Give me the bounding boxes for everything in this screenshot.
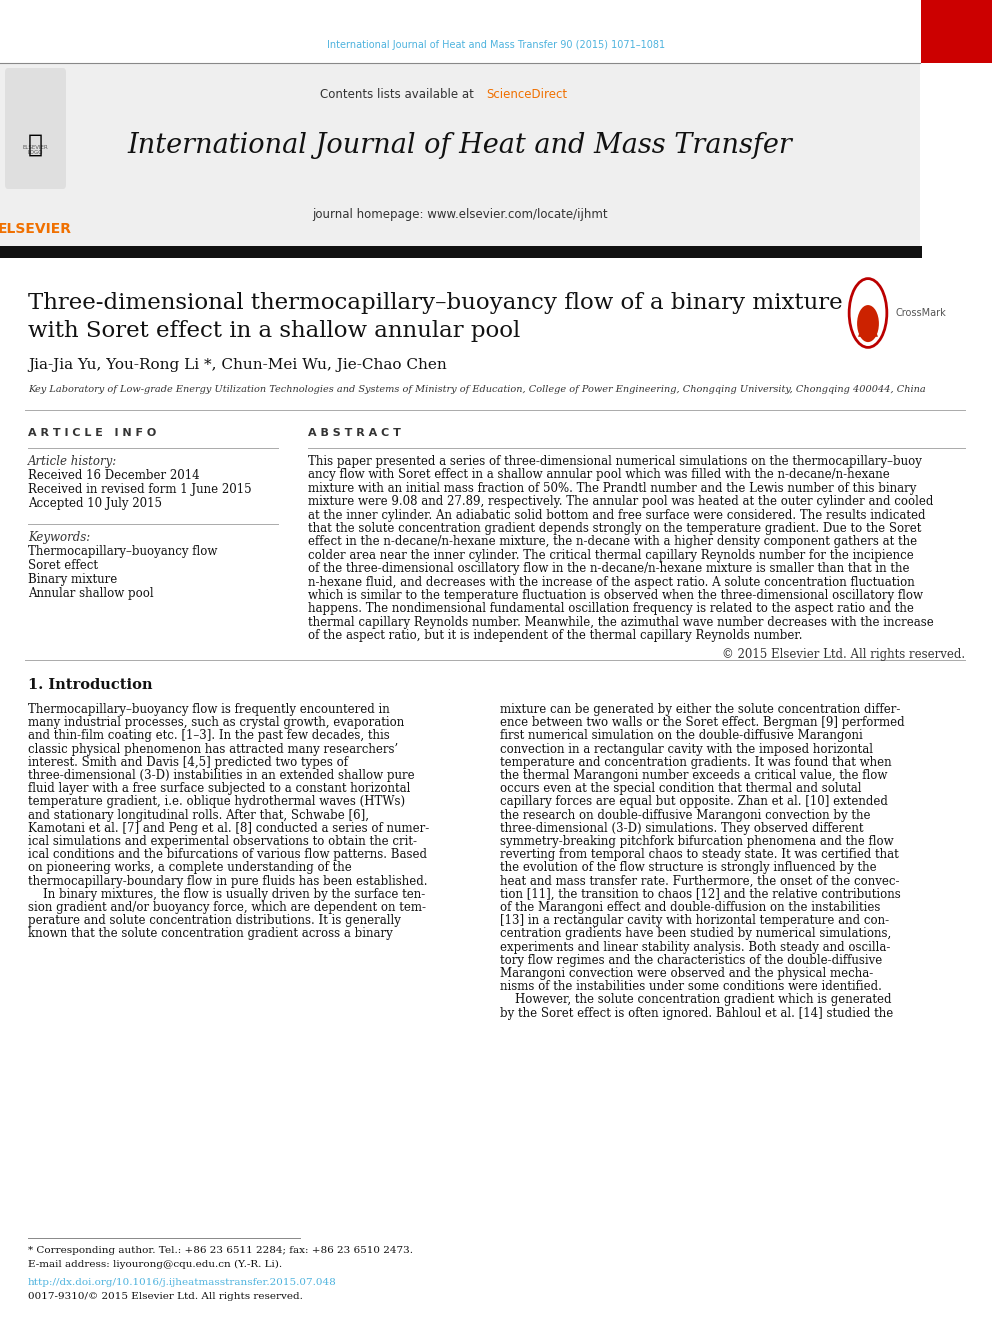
Text: mixture with an initial mass fraction of 50%. The Prandtl number and the Lewis n: mixture with an initial mass fraction of… [308,482,917,495]
Text: ical simulations and experimental observations to obtain the crit-: ical simulations and experimental observ… [28,835,417,848]
Text: interest. Smith and Davis [4,5] predicted two types of: interest. Smith and Davis [4,5] predicte… [28,755,348,769]
Text: mixture were 9.08 and 27.89, respectively. The annular pool was heated at the ou: mixture were 9.08 and 27.89, respectivel… [308,495,933,508]
Text: journal homepage: www.elsevier.com/locate/ijhmt: journal homepage: www.elsevier.com/locat… [312,208,608,221]
Text: symmetry-breaking pitchfork bifurcation phenomena and the flow: symmetry-breaking pitchfork bifurcation … [500,835,894,848]
Text: http://dx.doi.org/10.1016/j.ijheatmasstransfer.2015.07.048: http://dx.doi.org/10.1016/j.ijheatmasstr… [28,1278,336,1287]
Text: by the Soret effect is often ignored. Bahloul et al. [14] studied the: by the Soret effect is often ignored. Ba… [500,1007,893,1020]
Text: temperature gradient, i.e. oblique hydrothermal waves (HTWs): temperature gradient, i.e. oblique hydro… [28,795,405,808]
Text: HEAT and MASS
TRANSFER: HEAT and MASS TRANSFER [929,110,984,120]
Text: International Journal of Heat and Mass Transfer: International Journal of Heat and Mass T… [128,132,793,159]
Text: ancy flow with Soret effect in a shallow annular pool which was filled with the : ancy flow with Soret effect in a shallow… [308,468,890,482]
Text: many industrial processes, such as crystal growth, evaporation: many industrial processes, such as cryst… [28,716,405,729]
Text: 🌿: 🌿 [28,134,43,157]
Bar [0,246,922,258]
Ellipse shape [857,306,879,343]
Text: ELSEVIER
LOGO: ELSEVIER LOGO [22,144,48,155]
Text: known that the solute concentration gradient across a binary: known that the solute concentration grad… [28,927,393,941]
Text: mixture can be generated by either the solute concentration differ-: mixture can be generated by either the s… [500,703,901,716]
Text: convection in a rectangular cavity with the imposed horizontal: convection in a rectangular cavity with … [500,742,873,755]
Text: experiments and linear stability analysis. Both steady and oscilla-: experiments and linear stability analysi… [500,941,891,954]
Text: at the inner cylinder. An adiabatic solid bottom and free surface were considere: at the inner cylinder. An adiabatic soli… [308,508,926,521]
Text: This paper presented a series of three-dimensional numerical simulations on the : This paper presented a series of three-d… [308,455,922,468]
Text: Accepted 10 July 2015: Accepted 10 July 2015 [28,497,162,509]
Text: International Journal
HEAT: International Journal HEAT [930,75,981,86]
Text: Thermocapillary–buoyancy flow is frequently encountered in: Thermocapillary–buoyancy flow is frequen… [28,703,390,716]
Text: 0017-9310/© 2015 Elsevier Ltd. All rights reserved.: 0017-9310/© 2015 Elsevier Ltd. All right… [28,1293,303,1301]
Text: colder area near the inner cylinder. The critical thermal capillary Reynolds num: colder area near the inner cylinder. The… [308,549,914,562]
Text: Binary mixture: Binary mixture [28,573,117,586]
Text: ence between two walls or the Soret effect. Bergman [9] performed: ence between two walls or the Soret effe… [500,716,905,729]
Text: Received 16 December 2014: Received 16 December 2014 [28,468,199,482]
Bar [921,0,992,64]
Text: Article history:: Article history: [28,455,117,468]
Text: Received in revised form 1 June 2015: Received in revised form 1 June 2015 [28,483,252,496]
Text: classic physical phenomenon has attracted many researchers’: classic physical phenomenon has attracte… [28,742,398,755]
Text: Marangoni convection were observed and the physical mecha-: Marangoni convection were observed and t… [500,967,873,980]
Text: A B S T R A C T: A B S T R A C T [308,429,401,438]
Text: reverting from temporal chaos to steady state. It was certified that: reverting from temporal chaos to steady … [500,848,899,861]
Text: Annular shallow pool: Annular shallow pool [28,587,154,601]
Text: ical conditions and the bifurcations of various flow patterns. Based: ical conditions and the bifurcations of … [28,848,427,861]
Text: thermocapillary-boundary flow in pure fluids has been established.: thermocapillary-boundary flow in pure fl… [28,875,428,888]
Text: sion gradient and/or buoyancy force, which are dependent on tem-: sion gradient and/or buoyancy force, whi… [28,901,426,914]
Text: [13] in a rectangular cavity with horizontal temperature and con-: [13] in a rectangular cavity with horizo… [500,914,889,927]
Text: of the three-dimensional oscillatory flow in the n-decane/n-hexane mixture is sm: of the three-dimensional oscillatory flo… [308,562,910,576]
Text: centration gradients have been studied by numerical simulations,: centration gradients have been studied b… [500,927,891,941]
Text: Three-dimensional thermocapillary–buoyancy flow of a binary mixture
with Soret e: Three-dimensional thermocapillary–buoyan… [28,292,842,341]
Text: nisms of the instabilities under some conditions were identified.: nisms of the instabilities under some co… [500,980,882,994]
Text: that the solute concentration gradient depends strongly on the temperature gradi: that the solute concentration gradient d… [308,523,922,534]
Text: perature and solute concentration distributions. It is generally: perature and solute concentration distri… [28,914,401,927]
Text: Kamotani et al. [7] and Peng et al. [8] conducted a series of numer-: Kamotani et al. [7] and Peng et al. [8] … [28,822,430,835]
Text: fluid layer with a free surface subjected to a constant horizontal: fluid layer with a free surface subjecte… [28,782,411,795]
Text: Contents lists available at: Contents lists available at [320,89,477,101]
Text: heat and mass transfer rate. Furthermore, the onset of the convec-: heat and mass transfer rate. Furthermore… [500,875,900,888]
Text: Keywords:: Keywords: [28,531,90,544]
Text: ELSEVIER: ELSEVIER [0,222,72,235]
Text: n-hexane fluid, and decreases with the increase of the aspect ratio. A solute co: n-hexane fluid, and decreases with the i… [308,576,915,589]
Text: Thermocapillary–buoyancy flow: Thermocapillary–buoyancy flow [28,545,217,558]
Text: 1. Introduction: 1. Introduction [28,677,153,692]
Text: * Corresponding author. Tel.: +86 23 6511 2284; fax: +86 23 6510 2473.: * Corresponding author. Tel.: +86 23 651… [28,1246,413,1256]
Text: and thin-film coating etc. [1–3]. In the past few decades, this: and thin-film coating etc. [1–3]. In the… [28,729,390,742]
Text: occurs even at the special condition that thermal and solutal: occurs even at the special condition tha… [500,782,861,795]
Text: temperature and concentration gradients. It was found that when: temperature and concentration gradients.… [500,755,892,769]
Text: capillary forces are equal but opposite. Zhan et al. [10] extended: capillary forces are equal but opposite.… [500,795,888,808]
Text: Key Laboratory of Low-grade Energy Utilization Technologies and Systems of Minis: Key Laboratory of Low-grade Energy Utili… [28,385,926,394]
FancyBboxPatch shape [5,67,66,189]
Text: CrossMark: CrossMark [896,308,946,318]
Text: the thermal Marangoni number exceeds a critical value, the flow: the thermal Marangoni number exceeds a c… [500,769,888,782]
Text: A R T I C L E   I N F O: A R T I C L E I N F O [28,429,157,438]
Text: Jia-Jia Yu, You-Rong Li *, Chun-Mei Wu, Jie-Chao Chen: Jia-Jia Yu, You-Rong Li *, Chun-Mei Wu, … [28,359,446,372]
Text: happens. The nondimensional fundamental oscillation frequency is related to the : happens. The nondimensional fundamental … [308,602,914,615]
Text: E-mail address: liyourong@cqu.edu.cn (Y.-R. Li).: E-mail address: liyourong@cqu.edu.cn (Y.… [28,1259,282,1269]
Text: of the aspect ratio, but it is independent of the thermal capillary Reynolds num: of the aspect ratio, but it is independe… [308,630,803,642]
Text: the research on double-diffusive Marangoni convection by the: the research on double-diffusive Marango… [500,808,871,822]
Text: of the Marangoni effect and double-diffusion on the instabilities: of the Marangoni effect and double-diffu… [500,901,880,914]
Text: tion [11], the transition to chaos [12] and the relative contributions: tion [11], the transition to chaos [12] … [500,888,901,901]
Text: three-dimensional (3-D) simulations. They observed different: three-dimensional (3-D) simulations. The… [500,822,863,835]
Text: tory flow regimes and the characteristics of the double-diffusive: tory flow regimes and the characteristic… [500,954,882,967]
Text: thermal capillary Reynolds number. Meanwhile, the azimuthal wave number decrease: thermal capillary Reynolds number. Meanw… [308,615,933,628]
Text: which is similar to the temperature fluctuation is observed when the three-dimen: which is similar to the temperature fluc… [308,589,923,602]
Text: In binary mixtures, the flow is usually driven by the surface ten-: In binary mixtures, the flow is usually … [28,888,426,901]
Text: the evolution of the flow structure is strongly influenced by the: the evolution of the flow structure is s… [500,861,877,875]
Text: and stationary longitudinal rolls. After that, Schwabe [6],: and stationary longitudinal rolls. After… [28,808,369,822]
Text: However, the solute concentration gradient which is generated: However, the solute concentration gradie… [500,994,892,1007]
Text: Soret effect: Soret effect [28,560,98,572]
Text: three-dimensional (3-D) instabilities in an extended shallow pure: three-dimensional (3-D) instabilities in… [28,769,415,782]
Text: ScienceDirect: ScienceDirect [487,89,567,101]
Polygon shape [858,307,878,337]
Text: effect in the n-decane/n-hexane mixture, the n-decane with a higher density comp: effect in the n-decane/n-hexane mixture,… [308,536,918,549]
Text: International Journal of Heat and Mass Transfer 90 (2015) 1071–1081: International Journal of Heat and Mass T… [327,40,665,50]
Text: on pioneering works, a complete understanding of the: on pioneering works, a complete understa… [28,861,352,875]
Text: first numerical simulation on the double-diffusive Marangoni: first numerical simulation on the double… [500,729,863,742]
Bar [0,64,920,253]
Text: © 2015 Elsevier Ltd. All rights reserved.: © 2015 Elsevier Ltd. All rights reserved… [722,647,965,660]
